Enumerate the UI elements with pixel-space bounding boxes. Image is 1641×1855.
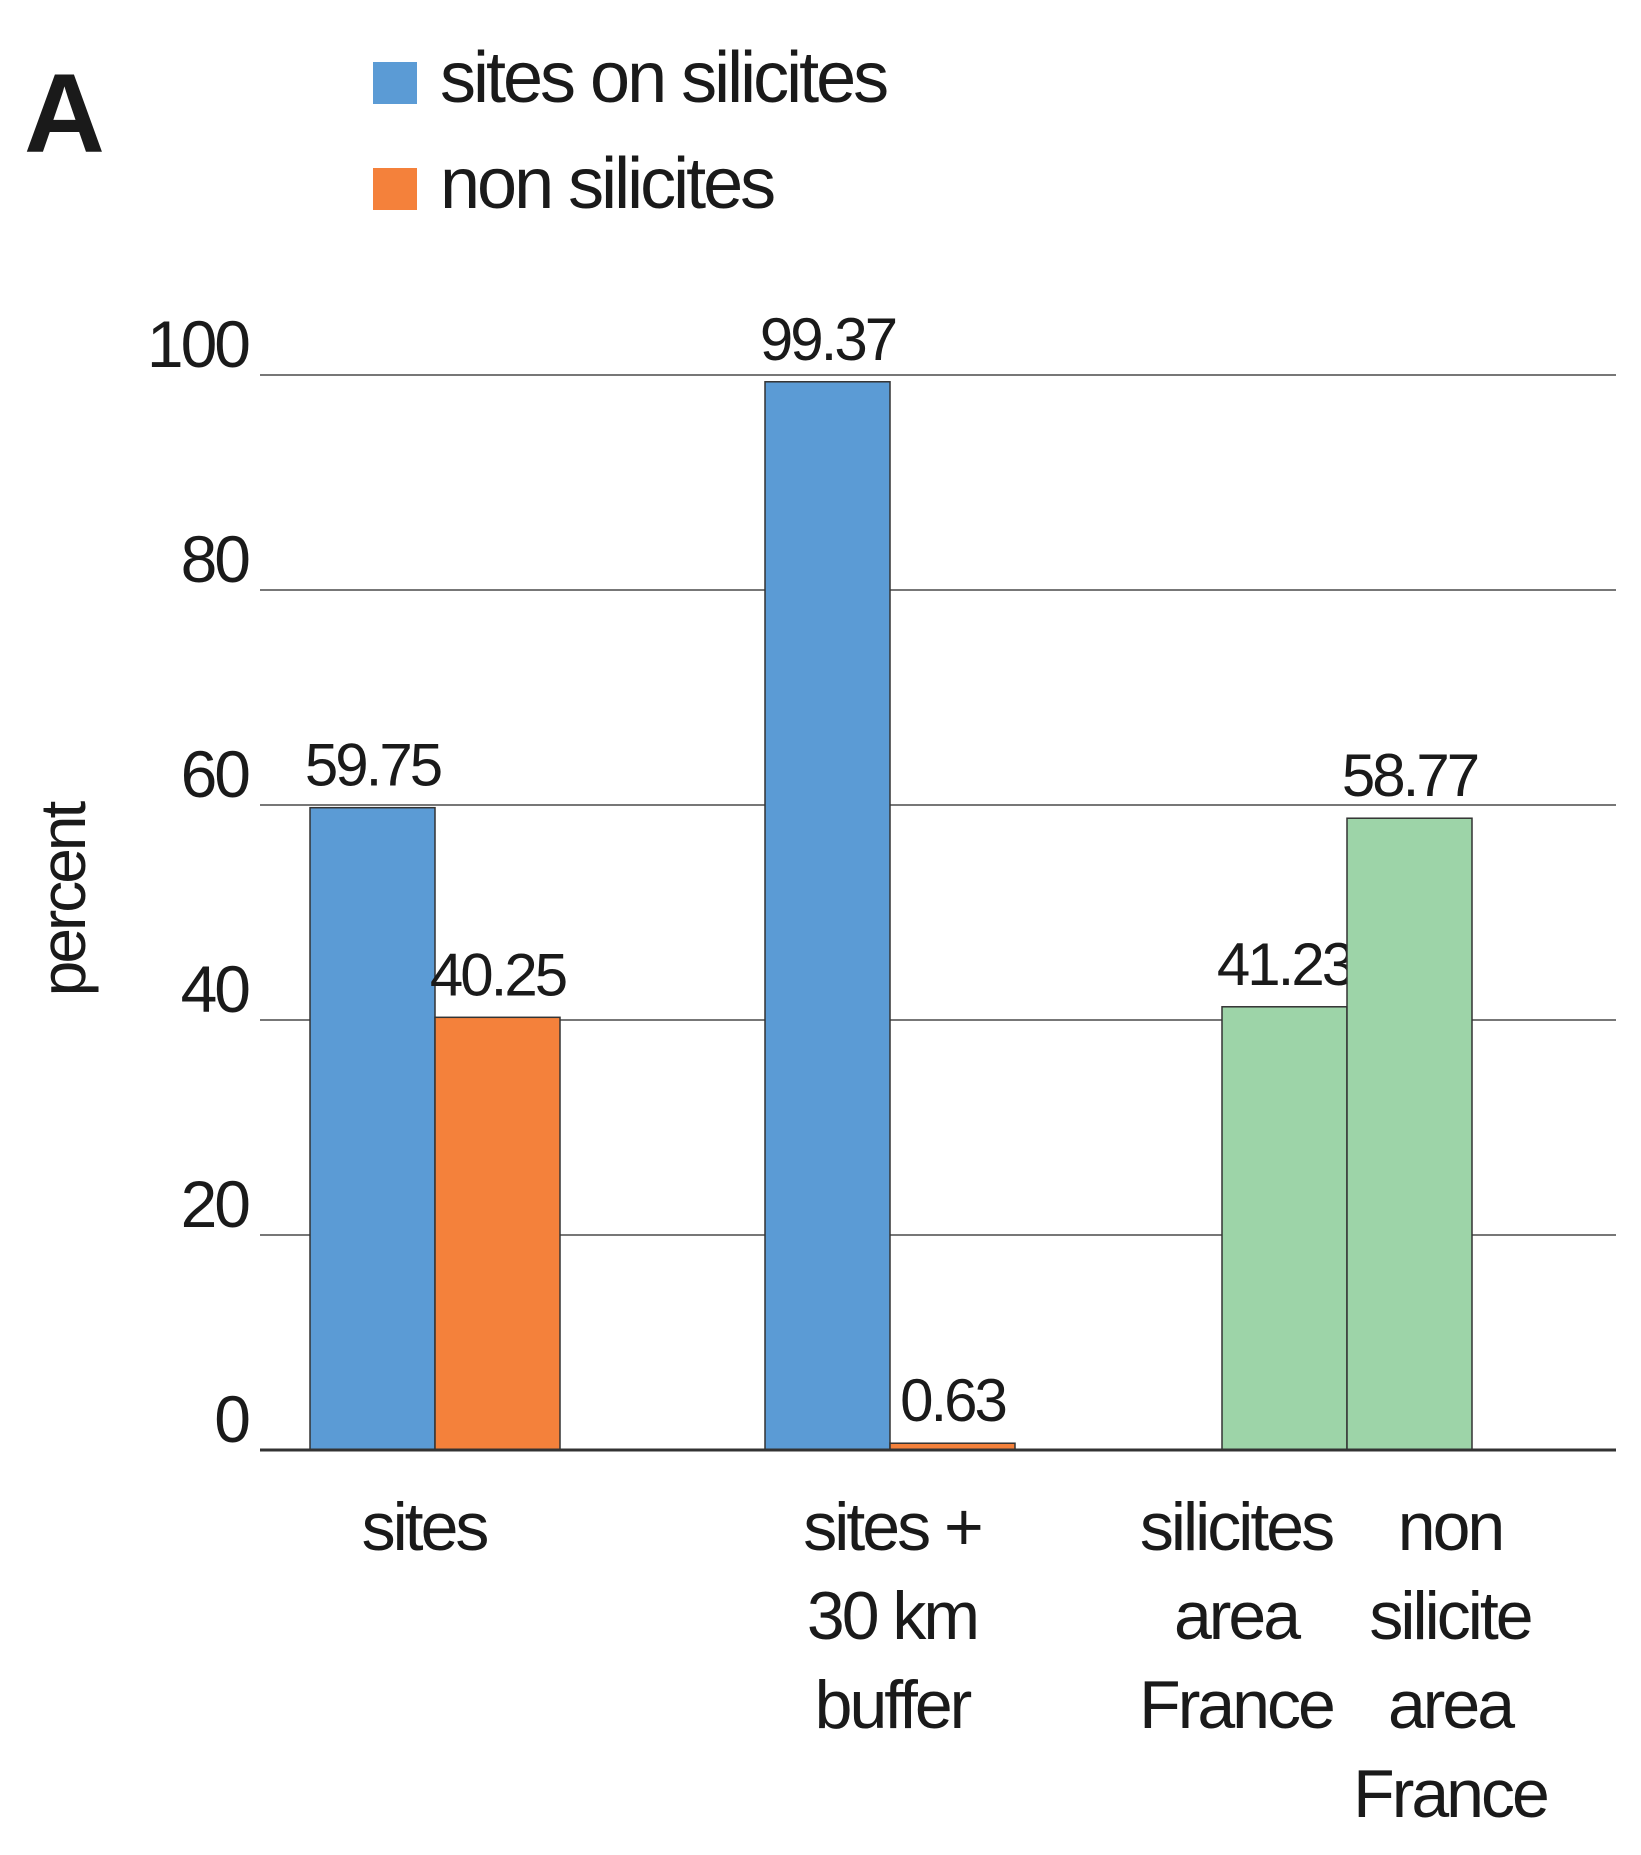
value-label: 40.25	[430, 941, 566, 1008]
bar	[1346, 817, 1473, 1451]
panel-label: A	[24, 51, 105, 176]
y-tick-label: 60	[181, 737, 250, 811]
y-tick-label: 40	[181, 952, 250, 1026]
x-tick-label: area	[1388, 1667, 1515, 1743]
legend-label: sites on silicites	[440, 38, 887, 118]
y-tick-label: 0	[214, 1382, 249, 1456]
x-tick-label: sites +	[803, 1489, 981, 1565]
y-tick-label: 20	[181, 1167, 250, 1241]
value-label: 59.75	[305, 732, 441, 799]
x-tick-label: France	[1139, 1667, 1333, 1743]
value-label: 58.77	[1342, 742, 1478, 809]
x-tick-label: 30 km	[807, 1578, 977, 1654]
bar	[309, 806, 436, 1451]
x-tick-label: non	[1398, 1489, 1502, 1565]
legend-swatch	[373, 62, 417, 104]
value-label: 99.37	[760, 306, 896, 373]
x-tick-label: buffer	[815, 1667, 972, 1743]
value-label: 0.63	[900, 1367, 1005, 1434]
x-tick-label: France	[1353, 1756, 1547, 1832]
y-tick-label: 80	[181, 522, 250, 596]
x-tick-label: sites	[362, 1489, 488, 1565]
x-tick-label: silicites	[1140, 1489, 1333, 1565]
bar	[434, 1016, 561, 1451]
bar	[764, 381, 891, 1451]
y-axis-label: percent	[27, 801, 99, 997]
x-tick-label: area	[1174, 1578, 1301, 1654]
legend-label: non silicites	[440, 144, 774, 224]
value-label: 41.23	[1217, 931, 1353, 998]
bar	[1221, 1006, 1348, 1451]
x-tick-label: silicite	[1369, 1578, 1530, 1654]
y-tick-label: 100	[147, 307, 249, 381]
legend-swatch	[373, 168, 417, 210]
